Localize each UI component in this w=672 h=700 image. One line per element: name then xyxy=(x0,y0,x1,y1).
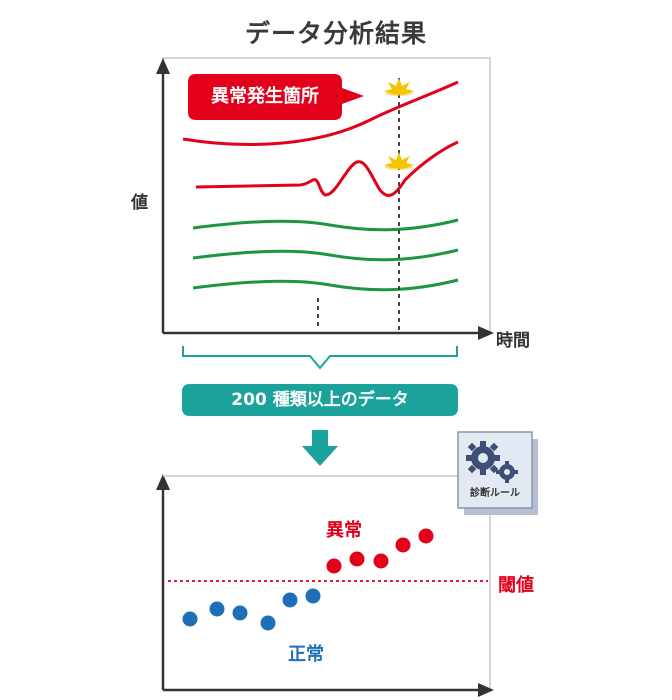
abnormal-point xyxy=(326,558,342,574)
abnormal-line-1 xyxy=(182,80,459,146)
top-x-axis-arrow xyxy=(478,326,494,340)
callout-label: 異常発生箇所 xyxy=(211,86,319,107)
bottom-x-axis-arrow xyxy=(478,683,494,697)
gear-icon xyxy=(466,441,518,483)
normal-point xyxy=(260,615,276,631)
alert-burst-icon xyxy=(384,78,414,96)
rule-box-label: 診断ルール xyxy=(470,488,520,499)
diagram-title: データ分析結果 xyxy=(244,19,427,48)
abnormal-line-2 xyxy=(195,140,459,197)
abnormal-point xyxy=(418,528,434,544)
abnormal-point xyxy=(373,553,389,569)
normal-line-2 xyxy=(192,248,459,262)
down-arrow-icon xyxy=(302,430,338,466)
abnormal-point xyxy=(395,537,411,553)
x-axis-label: 時間 xyxy=(496,331,530,351)
bottom-y-axis-arrow xyxy=(156,474,170,490)
y-axis-label: 値 xyxy=(131,193,148,213)
normal-point xyxy=(209,601,225,617)
threshold-label: 閾値 xyxy=(498,575,534,596)
normal-point xyxy=(182,611,198,627)
normal-label: 正常 xyxy=(288,644,324,665)
abnormal-label: 異常 xyxy=(326,520,362,541)
callout-bubble xyxy=(188,74,364,120)
normal-point xyxy=(232,605,248,621)
data-band xyxy=(182,384,458,416)
normal-line-1 xyxy=(192,218,459,232)
top-y-axis-arrow xyxy=(156,58,170,74)
normal-point xyxy=(282,592,298,608)
normal-point xyxy=(305,588,321,604)
data-bracket xyxy=(182,346,458,370)
abnormal-point xyxy=(349,551,365,567)
normal-line-3 xyxy=(192,278,459,292)
data-band-label: 200 種類以上のデータ xyxy=(231,390,409,410)
alert-burst-icon xyxy=(384,152,414,170)
